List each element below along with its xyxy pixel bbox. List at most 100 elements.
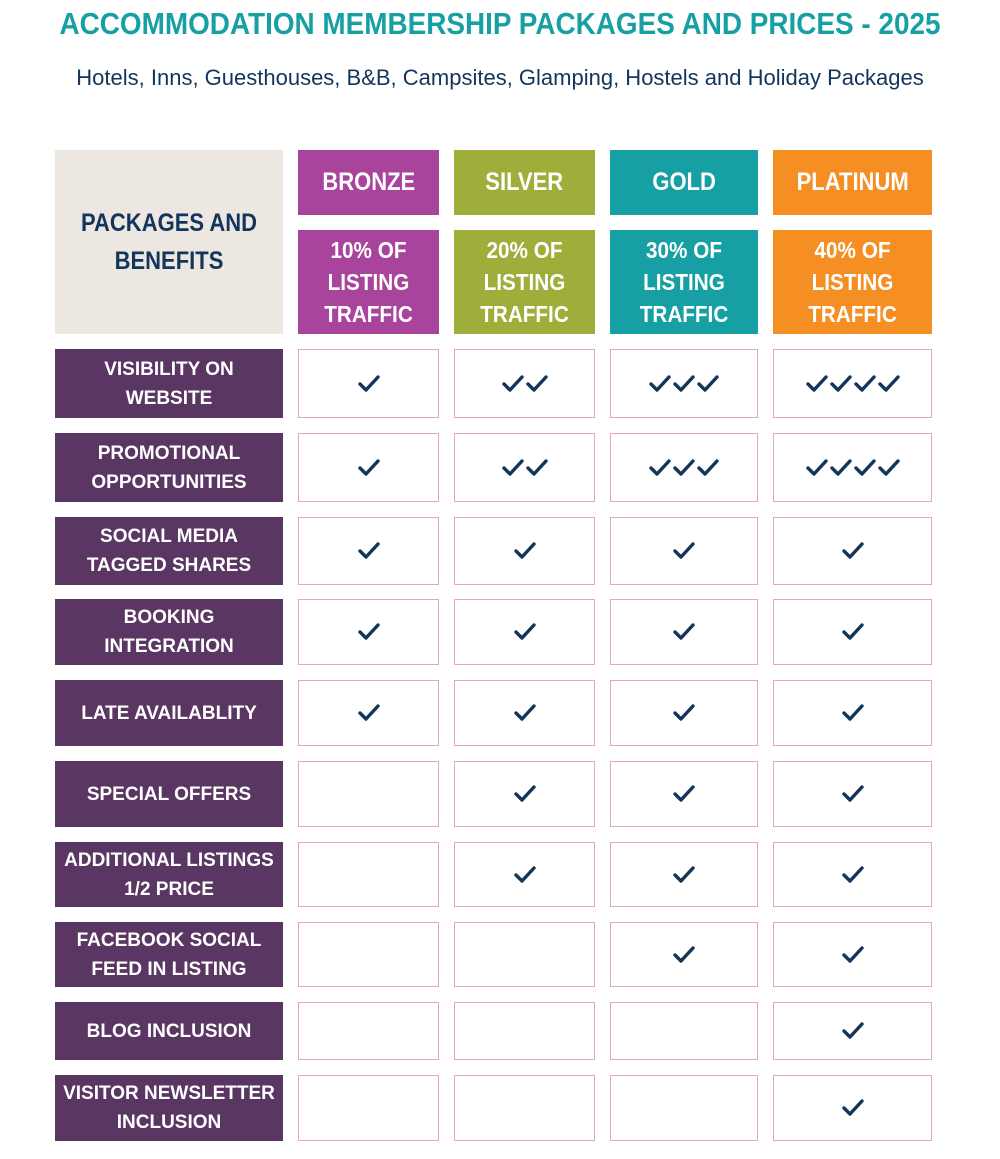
benefit-label-row: PROMOTIONAL OPPORTUNITIES xyxy=(55,433,283,502)
benefit-label: BLOG INCLUSION xyxy=(86,1020,252,1042)
checkmark-icon xyxy=(357,542,380,559)
checkmark-icon xyxy=(673,542,695,559)
package-traffic-label: 10% OF LISTING TRAFFIC xyxy=(324,237,413,327)
package-header-gold: GOLD xyxy=(610,150,758,215)
checkmark-icon xyxy=(853,374,876,392)
checkmark-icon xyxy=(841,1022,864,1039)
checkmark-icon xyxy=(513,785,536,802)
checkmark-icon xyxy=(841,623,864,640)
benefit-cell-platinum xyxy=(773,1075,932,1141)
checkmark-icon xyxy=(513,785,536,802)
package-traffic-label: 40% OF LISTING TRAFFIC xyxy=(808,237,897,327)
checkmark-icon xyxy=(501,458,548,476)
benefit-cell-silver xyxy=(454,842,595,907)
page-subtitle: Hotels, Inns, Guesthouses, B&B, Campsite… xyxy=(76,65,924,90)
checkmark-icon xyxy=(513,623,536,640)
checkmark-icon xyxy=(357,458,380,476)
package-traffic-platinum: 40% OF LISTING TRAFFIC xyxy=(773,230,932,334)
checkmark-icon xyxy=(841,704,864,721)
benefit-cell-platinum xyxy=(773,1002,932,1060)
packages-and-benefits-header: PACKAGES AND BENEFITS xyxy=(55,150,283,334)
checkmark-icon xyxy=(525,374,548,392)
page-title: ACCOMMODATION MEMBERSHIP PACKAGES AND PR… xyxy=(59,6,941,41)
benefit-cell-silver xyxy=(454,349,595,418)
benefit-cell-silver xyxy=(454,517,595,585)
checkmark-icon xyxy=(513,542,536,559)
benefit-cell-bronze xyxy=(298,922,439,987)
package-header-bronze: BRONZE xyxy=(298,150,439,215)
benefit-cell-platinum xyxy=(773,922,932,987)
checkmark-icon xyxy=(673,945,695,963)
benefit-label-row: BLOG INCLUSION xyxy=(55,1002,283,1060)
benefit-cell-gold xyxy=(610,1075,758,1141)
benefit-cell-platinum xyxy=(773,680,932,746)
checkmark-icon xyxy=(841,623,864,640)
benefit-label: FACEBOOK SOCIAL FEED IN LISTING xyxy=(76,929,262,980)
checkmark-icon xyxy=(357,704,380,721)
benefit-cell-platinum xyxy=(773,842,932,907)
checkmark-icon xyxy=(673,785,695,802)
benefit-cell-silver xyxy=(454,761,595,827)
benefit-cell-silver xyxy=(454,599,595,665)
benefit-cell-gold xyxy=(610,761,758,827)
benefit-label-row: ADDITIONAL LISTINGS 1/2 PRICE xyxy=(55,842,283,907)
checkmark-icon xyxy=(841,542,864,559)
checkmark-icon xyxy=(673,623,695,640)
checkmark-icon xyxy=(649,458,671,476)
benefit-cell-bronze xyxy=(298,680,439,746)
benefit-cell-gold xyxy=(610,842,758,907)
checkmark-icon xyxy=(357,374,380,392)
package-traffic-label: 30% OF LISTING TRAFFIC xyxy=(639,237,729,327)
benefit-cell-bronze xyxy=(298,842,439,907)
checkmark-icon xyxy=(357,374,380,392)
benefit-label: VISIBILITY ON WEBSITE xyxy=(104,358,234,409)
checkmark-icon xyxy=(357,623,380,640)
checkmark-icon xyxy=(357,623,380,640)
package-name: SILVER xyxy=(485,168,564,196)
checkmark-icon xyxy=(841,1099,864,1116)
package-traffic-bronze: 10% OF LISTING TRAFFIC xyxy=(298,230,439,334)
checkmark-icon xyxy=(841,945,864,963)
checkmark-icon xyxy=(829,458,852,476)
checkmark-icon xyxy=(673,785,695,802)
benefit-cell-gold xyxy=(610,1002,758,1060)
checkmark-icon xyxy=(805,458,828,476)
benefit-cell-platinum xyxy=(773,517,932,585)
checkmark-icon xyxy=(829,374,852,392)
package-header-platinum: PLATINUM xyxy=(773,150,932,215)
checkmark-icon xyxy=(841,785,864,802)
benefit-cell-silver xyxy=(454,922,595,987)
package-name: PLATINUM xyxy=(796,168,909,196)
checkmark-icon xyxy=(513,704,536,721)
checkmark-icon xyxy=(673,623,695,640)
benefit-cell-platinum xyxy=(773,761,932,827)
benefit-label: ADDITIONAL LISTINGS 1/2 PRICE xyxy=(64,849,274,900)
checkmark-icon xyxy=(673,458,695,476)
checkmark-icon xyxy=(525,458,548,476)
benefit-label-row: LATE AVAILABLITY xyxy=(55,680,283,746)
checkmark-icon xyxy=(877,374,900,392)
benefit-cell-silver xyxy=(454,1075,595,1141)
corner-label: PACKAGES AND BENEFITS xyxy=(80,209,257,275)
benefit-cell-gold xyxy=(610,349,758,418)
checkmark-icon xyxy=(513,623,536,640)
package-traffic-silver: 20% OF LISTING TRAFFIC xyxy=(454,230,595,334)
checkmark-icon xyxy=(673,865,695,883)
benefit-label-row: FACEBOOK SOCIAL FEED IN LISTING xyxy=(55,922,283,987)
checkmark-icon xyxy=(501,458,524,476)
checkmark-icon xyxy=(673,374,695,392)
package-traffic-gold: 30% OF LISTING TRAFFIC xyxy=(610,230,758,334)
checkmark-icon xyxy=(673,945,695,963)
checkmark-icon xyxy=(673,704,695,721)
checkmark-icon xyxy=(841,542,864,559)
checkmark-icon xyxy=(513,865,536,883)
checkmark-icon xyxy=(697,374,719,392)
benefit-cell-bronze xyxy=(298,1002,439,1060)
benefit-label-row: VISIBILITY ON WEBSITE xyxy=(55,349,283,418)
benefit-label: BOOKING INTEGRATION xyxy=(104,607,234,657)
benefit-cell-bronze xyxy=(298,433,439,502)
checkmark-icon xyxy=(649,374,671,392)
checkmark-icon xyxy=(841,785,864,802)
benefit-label: PROMOTIONAL OPPORTUNITIES xyxy=(91,442,247,493)
checkmark-icon xyxy=(697,458,719,476)
